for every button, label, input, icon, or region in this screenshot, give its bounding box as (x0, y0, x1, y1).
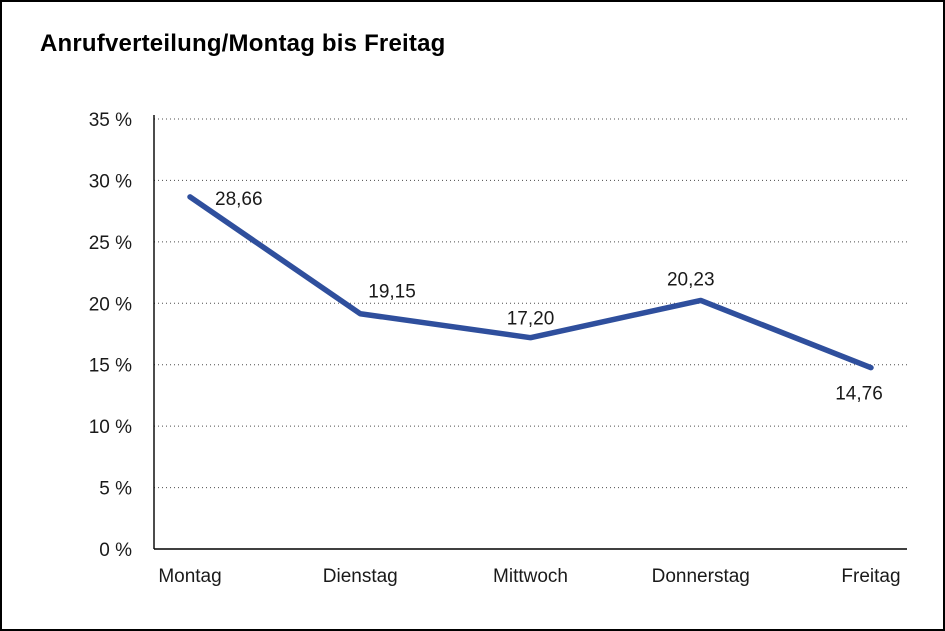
y-tick-label: 30 % (89, 171, 132, 192)
y-tick-label: 5 % (99, 479, 132, 500)
data-label: 19,15 (368, 282, 416, 303)
y-tick-label: 25 % (89, 233, 132, 254)
y-tick-label: 35 % (89, 110, 132, 131)
data-label: 17,20 (507, 309, 555, 330)
data-label: 28,66 (215, 189, 263, 210)
x-category-label: Montag (158, 566, 221, 587)
series-line (187, 194, 874, 371)
data-label: 20,23 (667, 269, 715, 290)
x-category-label: Donnerstag (652, 566, 750, 587)
y-tick-label: 0 % (99, 540, 132, 561)
x-category-label: Mittwoch (493, 566, 568, 587)
x-category-label: Freitag (841, 566, 900, 587)
data-label: 14,76 (835, 384, 883, 405)
x-category-label: Dienstag (323, 566, 398, 587)
y-tick-label: 20 % (89, 294, 132, 315)
y-tick-label: 10 % (89, 417, 132, 438)
chart-title: Anrufverteilung/Montag bis Freitag (40, 30, 446, 57)
y-tick-label: 15 % (89, 356, 132, 377)
